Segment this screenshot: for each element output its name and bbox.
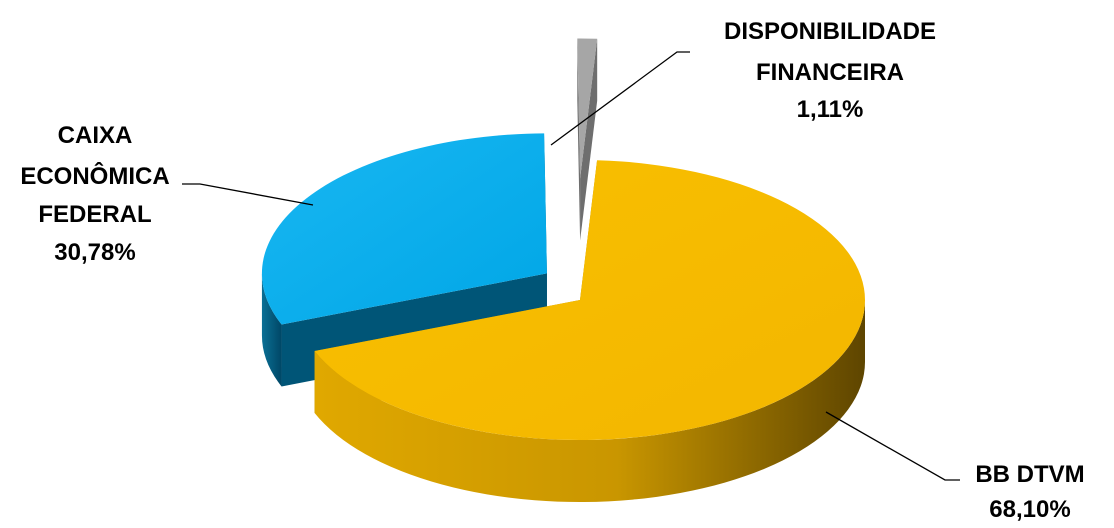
slice-disponibilidade-financeira-cut-face-0	[577, 38, 581, 241]
slice-label-disponibilidade-line1: DISPONIBILIDADE	[724, 18, 936, 45]
slice-value-caixa: 30,78%	[54, 239, 135, 266]
slice-label-disponibilidade-line2: FINANCEIRA	[756, 59, 904, 86]
slice-label-caixa-line3: FEDERAL	[38, 201, 151, 228]
leader-line-disponibilidade	[550, 51, 690, 146]
slice-value-bb: 68,10%	[989, 496, 1070, 523]
slice-label-caixa-line2: ECONÔMICA	[20, 162, 169, 190]
slice-disponibilidade-financeira-cut-face-1	[580, 38, 598, 241]
slice-disponibilidade-financeira-top	[577, 38, 598, 179]
slice-label-caixa-line1: CAIXA	[58, 122, 133, 149]
slices-layer	[261, 38, 865, 503]
slice-bb-dtvm-top	[314, 160, 865, 440]
leader-line-caixa	[182, 183, 314, 206]
slice-label-bb-line1: BB DTVM	[975, 461, 1084, 488]
slice-value-disponibilidade: 1,11%	[797, 96, 864, 123]
slice-caixa-economica-federal-top	[261, 133, 547, 325]
slice-caixa-economica-federal-side	[261, 273, 282, 387]
slice-bb-dtvm-side	[314, 300, 865, 503]
leader-line-bb	[825, 411, 960, 481]
